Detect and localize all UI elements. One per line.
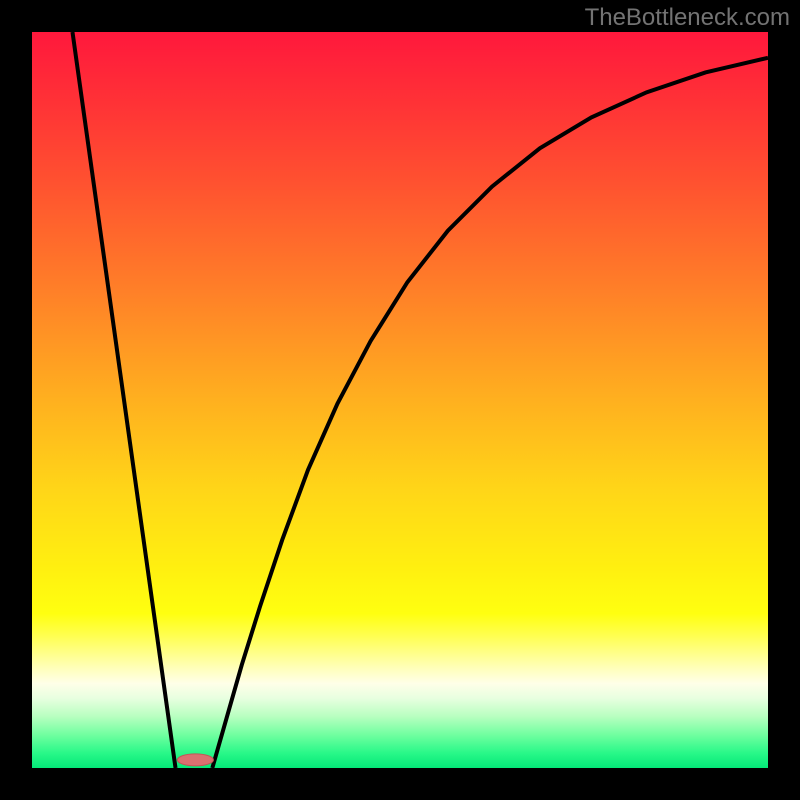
optimal-marker [177, 754, 213, 766]
chart-container: TheBottleneck.com [0, 0, 800, 800]
watermark-text: TheBottleneck.com [585, 4, 790, 32]
bottleneck-chart [0, 0, 800, 800]
plot-background-gradient [32, 32, 768, 768]
